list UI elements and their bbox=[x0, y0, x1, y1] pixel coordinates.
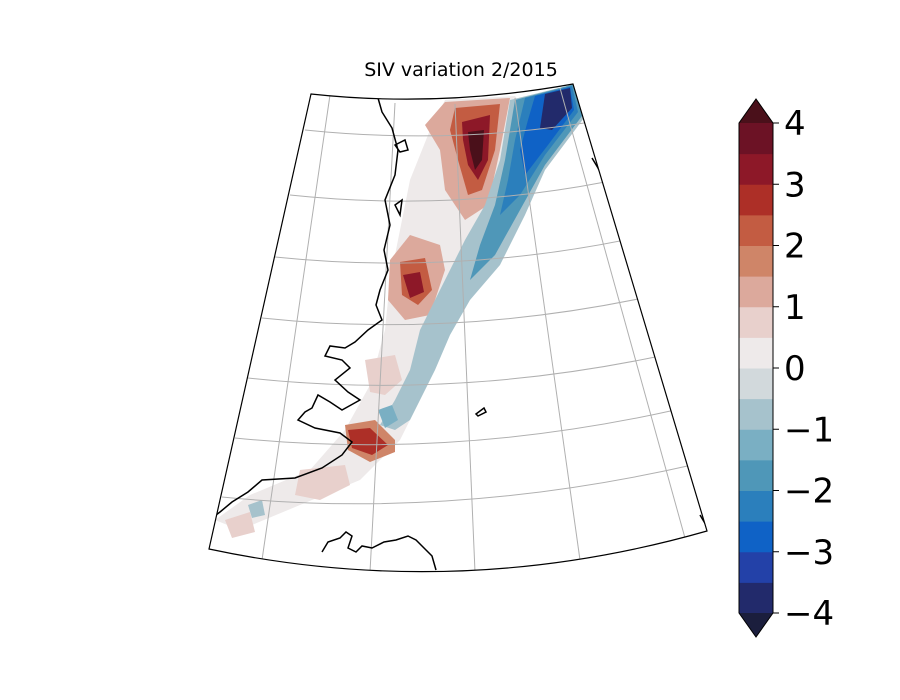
contour-positive-corner bbox=[225, 512, 255, 538]
parallel-line bbox=[274, 239, 626, 264]
parallel-line bbox=[304, 121, 591, 137]
coastline bbox=[211, 97, 707, 571]
colorbar-tick-label: 3 bbox=[784, 165, 806, 205]
parallel-line bbox=[234, 409, 676, 446]
colorbar-tick-label: −2 bbox=[784, 472, 834, 512]
colorbar-tick-label: −4 bbox=[784, 594, 834, 634]
colorbar-tick-label: −3 bbox=[784, 533, 834, 573]
colorbar-segment bbox=[739, 521, 773, 553]
colorbar-tick-label: 0 bbox=[784, 349, 806, 389]
colorbar-extend-lower bbox=[739, 613, 773, 637]
colorbar-extend-upper bbox=[739, 99, 773, 123]
contour-positive-south-max bbox=[348, 428, 388, 455]
colorbar-segment bbox=[739, 245, 773, 277]
meridian-line bbox=[369, 102, 396, 572]
contour-negative-min bbox=[540, 88, 572, 130]
contour-negative-corner bbox=[248, 500, 265, 518]
map-panel bbox=[208, 83, 708, 573]
colorbar-tick-labels: 4 3 2 1 0 −1 −2 −3 −4 bbox=[773, 104, 834, 634]
colorbar-segment bbox=[739, 551, 773, 583]
map-frame bbox=[208, 83, 708, 573]
contour-positive-mid-max bbox=[403, 272, 424, 298]
colorbar-segment bbox=[739, 459, 773, 491]
coast-island bbox=[393, 138, 409, 153]
iceland-coast bbox=[321, 531, 437, 571]
colorbar-segment bbox=[739, 123, 773, 155]
colorbar-segment bbox=[739, 276, 773, 308]
colorbar-tick-label: 4 bbox=[784, 104, 806, 144]
colorbar-segment bbox=[739, 337, 773, 369]
meridian-line bbox=[559, 87, 686, 539]
colorbar bbox=[738, 98, 774, 638]
colorbar-segment bbox=[739, 490, 773, 522]
meridian-line bbox=[514, 97, 581, 561]
contour-negative-south bbox=[378, 405, 398, 428]
parallel-line bbox=[261, 297, 644, 326]
parallel-line bbox=[289, 181, 606, 202]
chart-title: SIV variation 2/2015 bbox=[364, 59, 558, 81]
meridian-line bbox=[454, 103, 476, 572]
colorbar-segment bbox=[739, 306, 773, 338]
colorbar-segment bbox=[739, 214, 773, 246]
colorbar-tick-label: 1 bbox=[784, 288, 806, 328]
colorbar-tick-label: 2 bbox=[784, 227, 806, 267]
graticule bbox=[221, 87, 693, 572]
colorbar-segment bbox=[739, 184, 773, 216]
greenland-coast bbox=[211, 97, 399, 519]
contour-positive-southwest bbox=[295, 465, 350, 500]
jan-mayen-island bbox=[474, 406, 488, 417]
meridian-line bbox=[261, 94, 331, 561]
colorbar-segment bbox=[739, 398, 773, 430]
parallel-line bbox=[247, 355, 661, 386]
colorbar-segment bbox=[739, 582, 773, 614]
colorbar-tick-label: −1 bbox=[784, 410, 834, 450]
contour-positive-north-max bbox=[468, 130, 484, 170]
parallel-line bbox=[221, 464, 693, 505]
siv-contour-field bbox=[215, 84, 590, 538]
colorbar-segment bbox=[739, 368, 773, 400]
colorbar-segment bbox=[739, 153, 773, 185]
colorbar-segment bbox=[739, 429, 773, 461]
coast-island bbox=[394, 198, 403, 218]
